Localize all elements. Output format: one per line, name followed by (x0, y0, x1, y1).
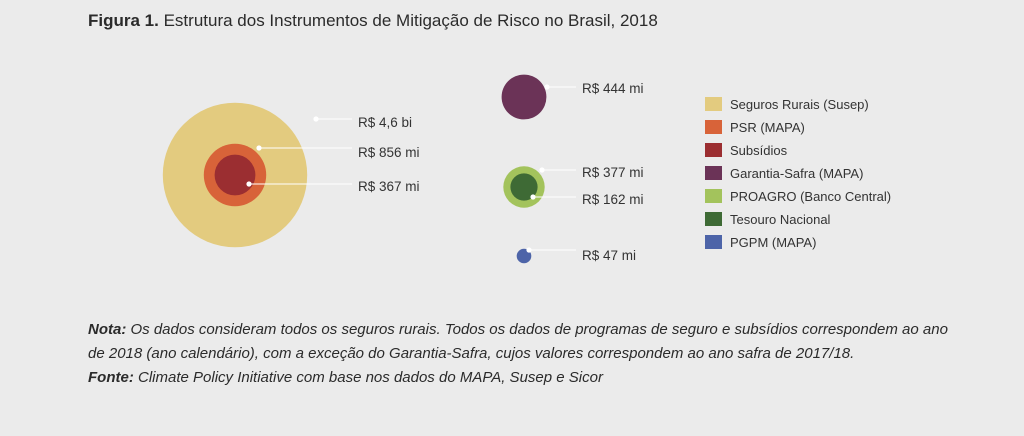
value-label-garantia-safra-mapa: R$ 444 mi (582, 81, 644, 96)
bubble-tesouro-nacional (510, 173, 538, 201)
legend-label-tesouro-nacional: Tesouro Nacional (730, 212, 831, 227)
value-label-seguros-rurais-susep: R$ 4,6 bi (358, 115, 412, 130)
value-label-psr-mapa: R$ 856 mi (358, 145, 420, 160)
legend-label-pgpm-mapa: PGPM (MAPA) (730, 235, 816, 250)
legend-label-subsidios: Subsídios (730, 143, 788, 158)
leader-dot-seguros-rurais-susep (313, 116, 319, 122)
leader-dot-subsidios (246, 181, 252, 187)
note-paragraph: Nota: Os dados consideram todos os segur… (88, 318, 968, 366)
figure-title-text: Estrutura dos Instrumentos de Mitigação … (163, 11, 658, 30)
note-text: Os dados consideram todos os seguros rur… (88, 321, 948, 362)
legend-swatch-pgpm-mapa (705, 235, 722, 249)
legend-swatch-psr-mapa (705, 120, 722, 134)
bubble-subsidios (214, 154, 256, 196)
legend-swatch-proagro-banco-central (705, 189, 722, 203)
legend-label-garantia-safra-mapa: Garantia-Safra (MAPA) (730, 166, 863, 181)
legend-swatch-subsidios (705, 143, 722, 157)
value-label-proagro-banco-central: R$ 377 mi (582, 165, 644, 180)
chart-note: Nota: Os dados consideram todos os segur… (88, 318, 968, 390)
value-label-tesouro-nacional: R$ 162 mi (582, 192, 644, 207)
value-label-subsidios: R$ 367 mi (358, 179, 420, 194)
figure-title-lead: Figura 1. (88, 11, 159, 30)
note-lead: Nota: (88, 321, 127, 338)
legend-swatch-tesouro-nacional (705, 212, 722, 226)
legend-label-psr-mapa: PSR (MAPA) (730, 120, 805, 135)
legend-label-proagro-banco-central: PROAGRO (Banco Central) (730, 189, 891, 204)
figure-title: Figura 1. Estrutura dos Instrumentos de … (88, 10, 658, 32)
source-paragraph: Fonte: Climate Policy Initiative com bas… (88, 366, 968, 390)
legend-swatch-seguros-rurais-susep (705, 97, 722, 111)
leader-dot-proagro-banco-central (539, 167, 545, 173)
source-lead: Fonte: (88, 369, 134, 386)
leader-dot-tesouro-nacional (530, 194, 536, 200)
legend-swatch-garantia-safra-mapa (705, 166, 722, 180)
leader-dot-pgpm-mapa (526, 247, 532, 253)
leader-dot-psr-mapa (256, 145, 262, 151)
bubble-pgpm-mapa (516, 248, 532, 264)
legend-label-seguros-rurais-susep: Seguros Rurais (Susep) (730, 97, 869, 112)
bubble-chart: R$ 4,6 bi R$ 856 mi R$ 367 mi R$ 444 mi R$ 3… (162, 74, 891, 264)
leader-dot-garantia-safra-mapa (544, 84, 550, 90)
value-label-pgpm-mapa: R$ 47 mi (582, 248, 636, 263)
source-text: Climate Policy Initiative com base nos d… (138, 369, 603, 386)
bubble-garantia-safra-mapa (501, 74, 547, 120)
